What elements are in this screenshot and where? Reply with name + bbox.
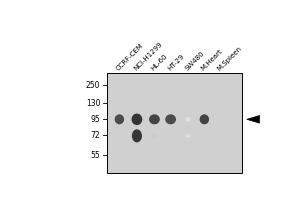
- Text: HT-29: HT-29: [167, 53, 185, 72]
- Ellipse shape: [132, 129, 142, 142]
- Ellipse shape: [186, 117, 190, 122]
- Ellipse shape: [131, 114, 142, 125]
- Ellipse shape: [165, 114, 176, 124]
- Text: M.Spleen: M.Spleen: [216, 45, 243, 72]
- Ellipse shape: [185, 134, 191, 138]
- Text: 55: 55: [91, 151, 100, 160]
- Text: 95: 95: [91, 115, 100, 124]
- Text: M.Heart: M.Heart: [200, 48, 224, 72]
- Polygon shape: [247, 116, 260, 123]
- Text: 250: 250: [86, 81, 100, 90]
- Text: SW480: SW480: [184, 50, 206, 72]
- Text: 130: 130: [86, 99, 100, 108]
- Ellipse shape: [149, 114, 160, 124]
- Text: NCI-H1299: NCI-H1299: [133, 41, 164, 72]
- Text: HL-60: HL-60: [150, 53, 169, 72]
- Ellipse shape: [115, 114, 124, 124]
- Ellipse shape: [200, 114, 209, 124]
- Ellipse shape: [151, 134, 158, 138]
- Text: CCRF-CEM: CCRF-CEM: [115, 42, 145, 72]
- Text: 72: 72: [91, 131, 100, 140]
- Bar: [107, 73, 242, 173]
